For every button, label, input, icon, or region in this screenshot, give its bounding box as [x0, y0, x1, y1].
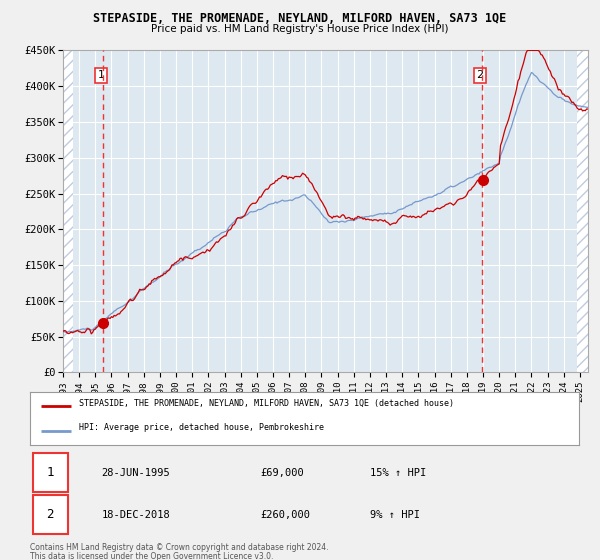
Bar — [577, 50, 588, 372]
FancyBboxPatch shape — [33, 454, 68, 492]
Text: 9% ↑ HPI: 9% ↑ HPI — [370, 510, 421, 520]
Text: £260,000: £260,000 — [260, 510, 311, 520]
Bar — [63, 50, 73, 372]
Text: This data is licensed under the Open Government Licence v3.0.: This data is licensed under the Open Gov… — [30, 552, 274, 560]
Text: Price paid vs. HM Land Registry's House Price Index (HPI): Price paid vs. HM Land Registry's House … — [151, 24, 449, 34]
Text: 1: 1 — [97, 71, 104, 81]
Text: Contains HM Land Registry data © Crown copyright and database right 2024.: Contains HM Land Registry data © Crown c… — [30, 543, 329, 552]
Text: 28-JUN-1995: 28-JUN-1995 — [101, 468, 170, 478]
Text: 2: 2 — [476, 71, 484, 81]
Text: 1: 1 — [47, 466, 54, 479]
Text: STEPASIDE, THE PROMENADE, NEYLAND, MILFORD HAVEN, SA73 1QE (detached house): STEPASIDE, THE PROMENADE, NEYLAND, MILFO… — [79, 399, 454, 408]
Text: 18-DEC-2018: 18-DEC-2018 — [101, 510, 170, 520]
Text: HPI: Average price, detached house, Pembrokeshire: HPI: Average price, detached house, Pemb… — [79, 423, 325, 432]
FancyBboxPatch shape — [33, 496, 68, 534]
Text: £69,000: £69,000 — [260, 468, 304, 478]
Text: 2: 2 — [47, 508, 54, 521]
Text: 15% ↑ HPI: 15% ↑ HPI — [370, 468, 427, 478]
Text: STEPASIDE, THE PROMENADE, NEYLAND, MILFORD HAVEN, SA73 1QE: STEPASIDE, THE PROMENADE, NEYLAND, MILFO… — [94, 12, 506, 25]
